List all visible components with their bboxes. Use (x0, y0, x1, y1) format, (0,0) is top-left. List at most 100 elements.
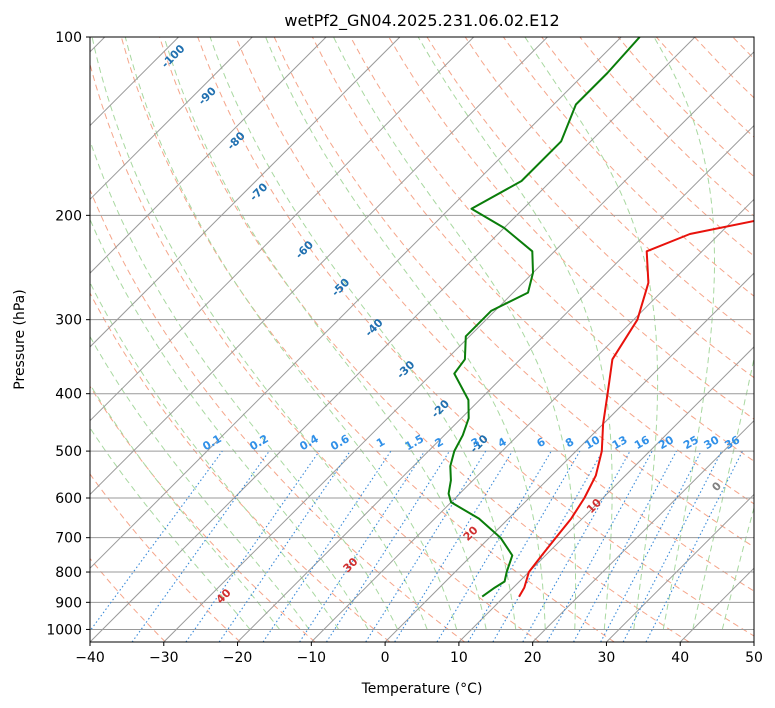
mixing-ratio-label: 1 (374, 435, 387, 450)
isotherm-line (384, 272, 754, 642)
mixing-ratio-line (467, 450, 581, 642)
dry-adiabat-line (502, 37, 754, 297)
mixing-ratio-label: 4 (496, 435, 509, 450)
moist-adiabat-label: 10 (584, 496, 604, 516)
x-tick-label: 20 (524, 650, 542, 666)
mixing-ratio-line (185, 450, 320, 642)
isotherm-line (90, 37, 696, 642)
dry-adiabat-label: -20 (429, 397, 452, 420)
line-labels: -100-90-80-70-60-50-40-30-20-100.1 0.2 0.4… (159, 42, 743, 606)
isotherm-line (606, 493, 754, 642)
mixing-ratio-line (436, 450, 552, 642)
mixing-ratio-label: 13 (610, 433, 630, 452)
axis-ticks: −40 −30 −20 −10 0 10 20 30 40 5010020030040050060… (46, 30, 763, 666)
series-layer (447, 37, 754, 598)
mixing-ratio-label: 0.4 (297, 432, 321, 453)
mixing-ratio-label: 25 (681, 433, 701, 452)
dry-adiabat-line (388, 37, 754, 420)
isotherm-line (310, 198, 754, 642)
dry-adiabat-line (159, 37, 690, 642)
moist-adiabat-line (653, 37, 715, 630)
dry-adiabat-label: -60 (293, 238, 316, 261)
mixing-ratio-line (218, 450, 351, 642)
isotherm-line (458, 346, 754, 642)
moist-adiabat-line (163, 37, 487, 630)
moist-adiabat-line (524, 37, 659, 630)
moist-adiabat-line (721, 505, 754, 630)
dry-adiabat-label: -30 (394, 358, 417, 381)
dry-adiabat-line (426, 37, 754, 379)
x-tick-label: 50 (745, 650, 763, 666)
mixing-ratio-label: 16 (632, 433, 652, 452)
y-axis-label: Pressure (hPa) (12, 289, 28, 389)
isotherm-line (90, 37, 327, 274)
dry-adiabat-line (771, 37, 775, 642)
isotherm-line (753, 641, 754, 642)
x-tick-label: −10 (297, 650, 327, 666)
mixing-ratio-label: 0.2 (247, 432, 270, 453)
moist-adiabat-line (417, 37, 613, 630)
mixing-ratio-line (492, 450, 604, 642)
moist-adiabat-line (90, 281, 340, 630)
isotherm-line (90, 37, 401, 348)
y-tick-label: 800 (55, 565, 82, 581)
isotherm-line (90, 37, 253, 201)
dry-adiabat-label: -90 (196, 84, 219, 107)
mixing-ratio-line (90, 450, 223, 632)
dry-adiabat-line (311, 37, 754, 505)
y-tick-label: 900 (55, 595, 82, 611)
dry-adiabat-line (90, 473, 241, 642)
moist-adiabat-line (124, 37, 458, 630)
isotherm-line (90, 37, 475, 422)
dry-adiabat-line (90, 292, 391, 642)
mixing-ratio-line (622, 450, 723, 642)
dry-adiabat-line (90, 62, 540, 642)
mixing-ratio-label: 6 (534, 435, 547, 450)
moist-adiabat-line (209, 37, 517, 630)
mixing-ratio-label: 20 (656, 433, 676, 452)
moist-adiabat-label: 20 (461, 523, 481, 543)
dry-adiabat-line (120, 37, 615, 642)
mixing-ratio-label: 0.1 (200, 432, 223, 453)
dry-adiabat-line (273, 37, 754, 548)
dry-adiabat-line (90, 188, 465, 642)
mixing-ratio-line (573, 450, 677, 642)
x-tick-label: −30 (149, 650, 179, 666)
mixing-ratio-label: 0.6 (328, 432, 352, 453)
isotherm-line (679, 567, 754, 642)
dry-adiabat-line (655, 37, 754, 138)
x-tick-label: −40 (75, 650, 105, 666)
isotherm-line (237, 124, 754, 642)
mixing-ratio-label: 2 (433, 435, 446, 450)
dry-adiabat-line (694, 37, 754, 99)
dry-adiabat-label: -100 (159, 42, 188, 71)
moist-adiabat-line (91, 37, 428, 630)
temperature-profile-line (518, 220, 754, 598)
dry-adiabat-label: -50 (329, 276, 352, 299)
y-tick-label: 100 (55, 30, 82, 46)
mixing-ratio-line (325, 450, 450, 642)
moist-adiabat-line (692, 356, 754, 630)
mixing-ratio-line (394, 450, 513, 642)
y-tick-label: 200 (55, 208, 82, 224)
plot-frame (89, 36, 755, 643)
dry-adiabat-label: -80 (225, 129, 248, 152)
moist-adiabat-line (90, 218, 369, 630)
dry-adiabat-line (464, 37, 754, 338)
isotherm-line (532, 419, 754, 642)
mixing-ratio-label: 8 (563, 435, 576, 450)
moist-adiabat-line (90, 427, 251, 630)
y-tick-label: 300 (55, 313, 82, 329)
grid-layer (90, 37, 775, 642)
y-tick-label: 600 (55, 491, 82, 507)
isotherm-line (90, 37, 622, 569)
dry-adiabat-line (197, 37, 754, 637)
x-tick-label: 0 (381, 650, 390, 666)
moist-adiabat-line (333, 37, 577, 630)
dry-adiabat-line (541, 37, 754, 257)
dry-adiabat-line (350, 37, 754, 462)
dry-adiabat-line (90, 385, 316, 642)
y-tick-label: 1000 (46, 622, 82, 638)
moist-adiabat-line (90, 139, 399, 630)
